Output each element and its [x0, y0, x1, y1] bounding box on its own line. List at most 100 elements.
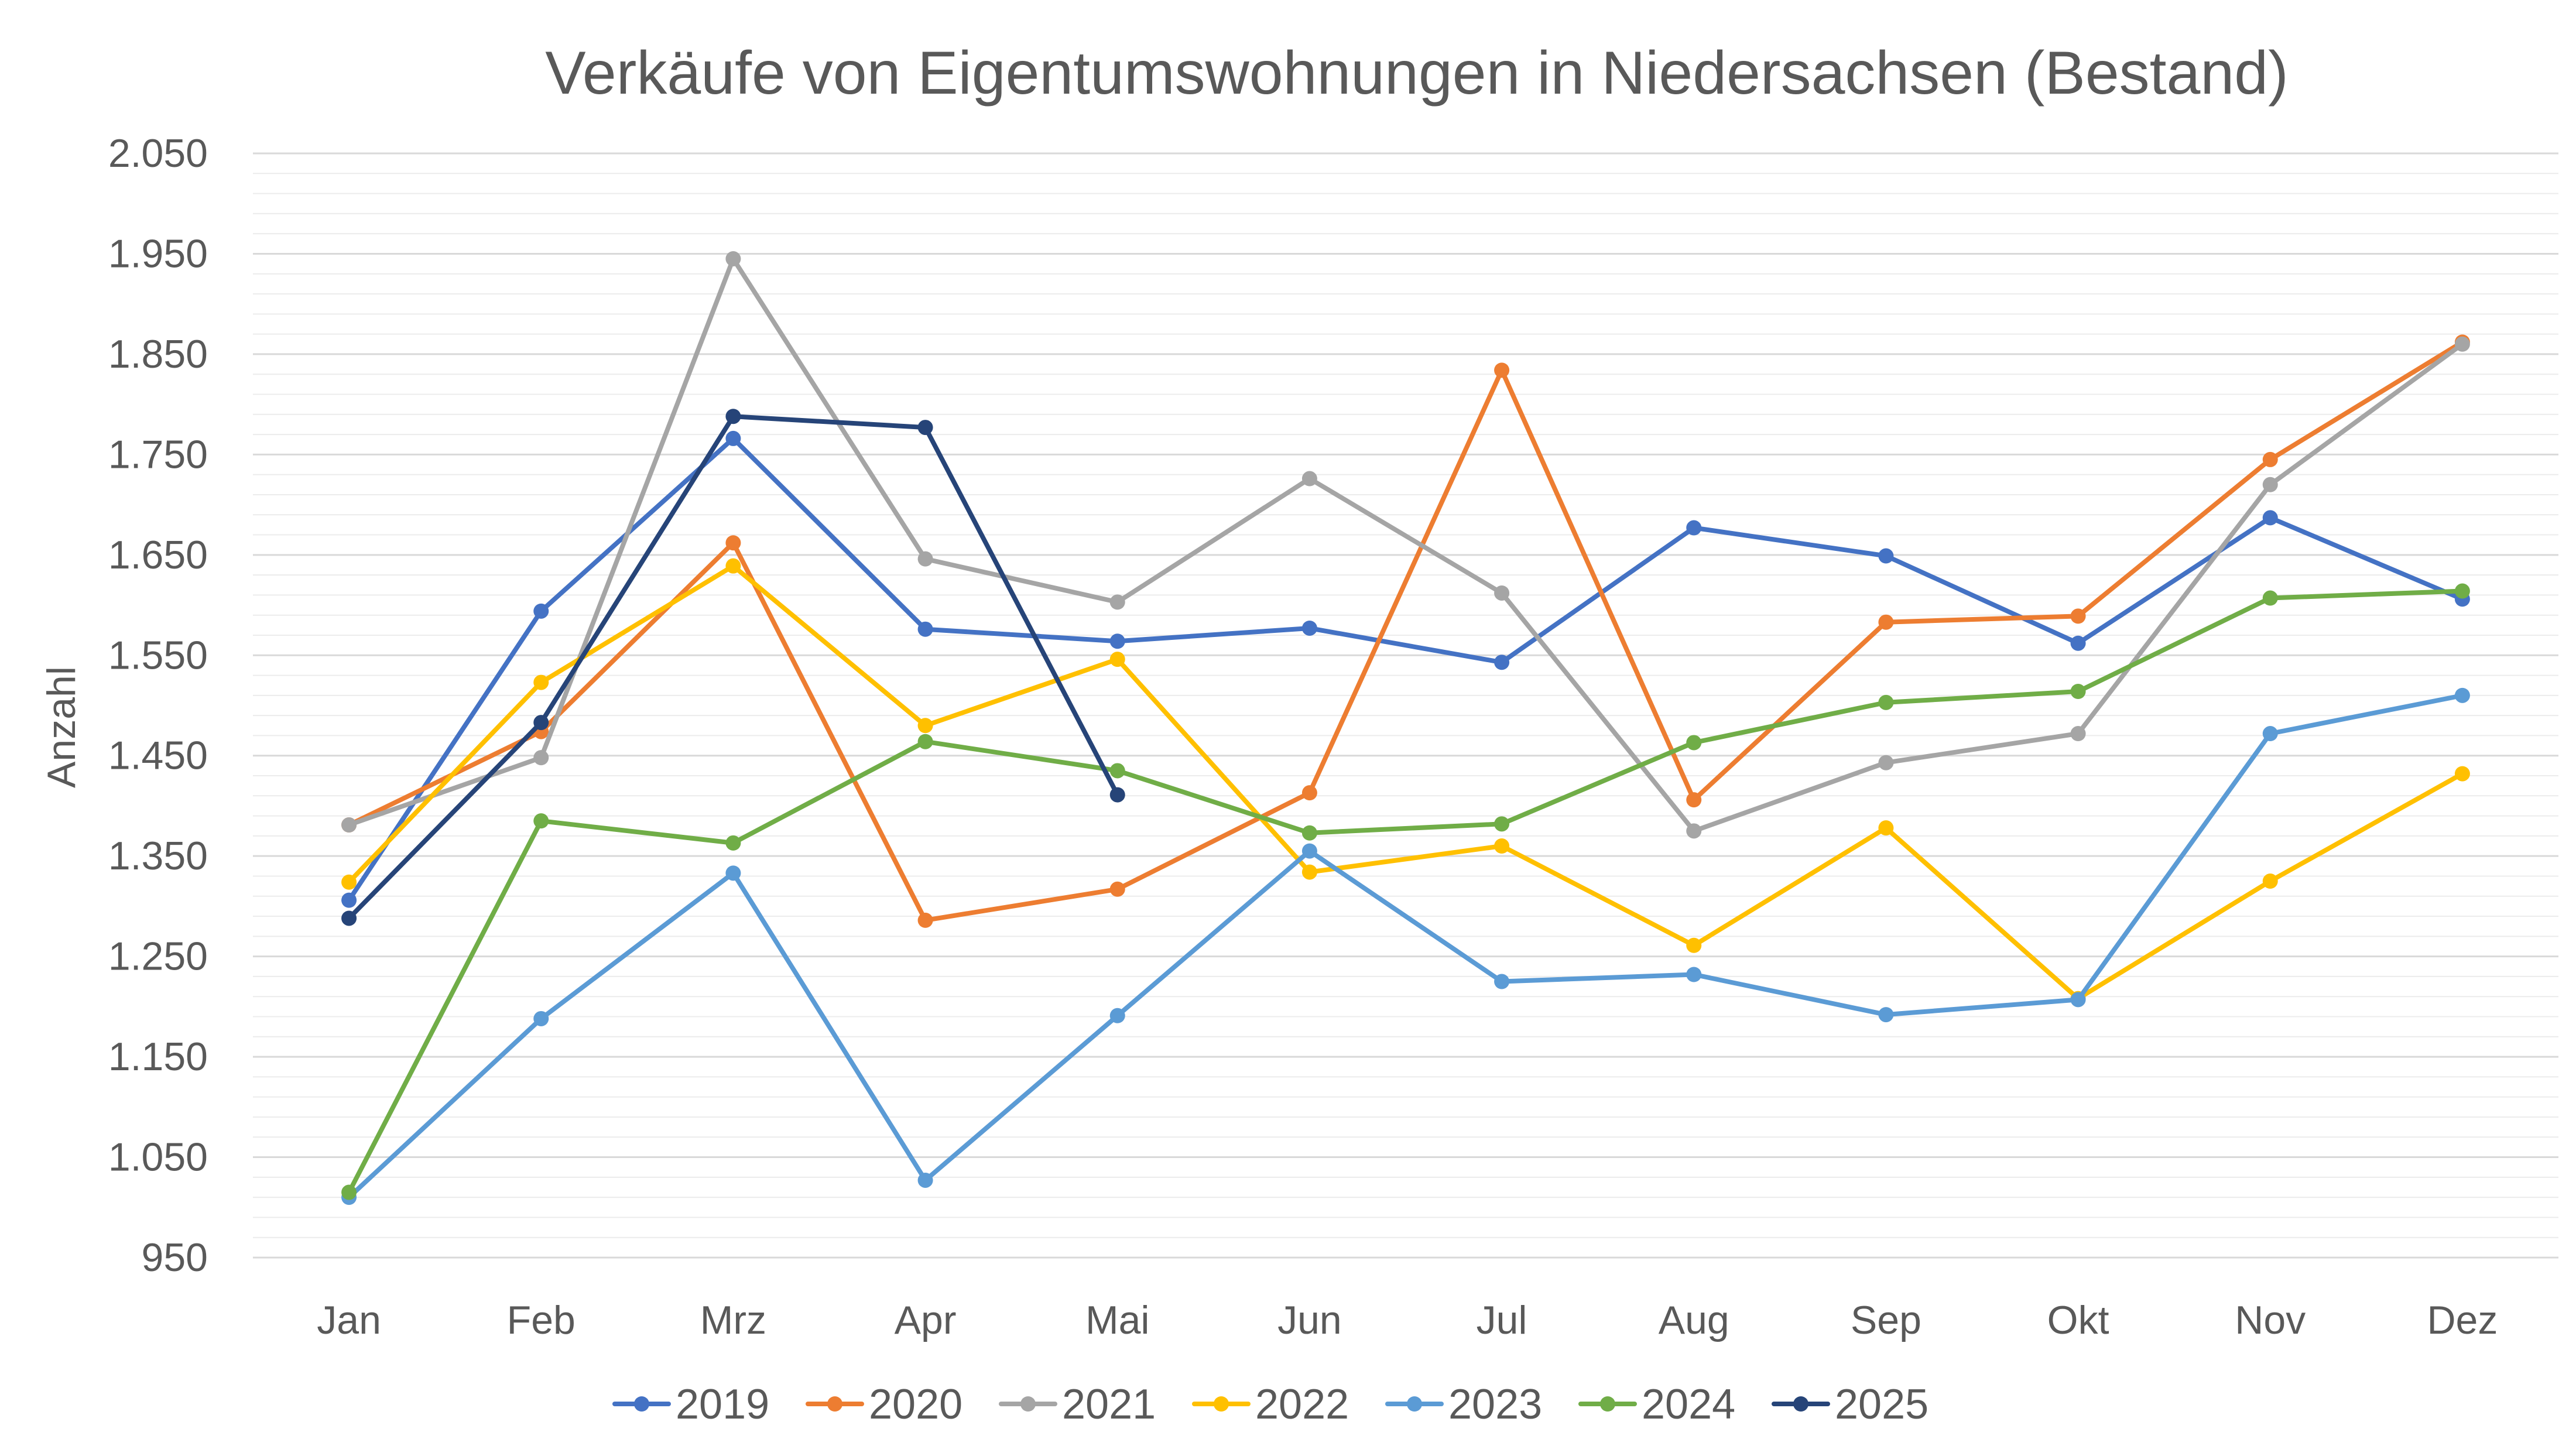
data-point [2262, 451, 2278, 467]
data-point [341, 910, 357, 926]
x-tick-label: Feb [507, 1298, 576, 1342]
x-tick-label: Okt [2047, 1298, 2109, 1342]
data-point [1494, 655, 1510, 670]
data-point [917, 718, 933, 734]
data-point [1494, 585, 1510, 601]
data-point [1878, 820, 1894, 836]
series-2024 [341, 583, 2470, 1200]
data-point [1301, 471, 1317, 487]
data-point [2262, 510, 2278, 526]
legend-item-2022: 2022 [1192, 1381, 1349, 1428]
data-point [1878, 614, 1894, 630]
series-2023 [341, 687, 2470, 1205]
data-point [2070, 608, 2086, 624]
series-lines [341, 251, 2470, 1205]
data-point [2454, 583, 2470, 599]
legend-item-2023: 2023 [1385, 1381, 1542, 1428]
data-point [2454, 766, 2470, 782]
legend-label: 2022 [1255, 1381, 1349, 1428]
data-point [725, 251, 741, 267]
series-line [347, 588, 2465, 1195]
data-point [917, 551, 933, 567]
data-point [341, 1184, 357, 1200]
data-point [1109, 763, 1125, 779]
legend-marker [634, 1396, 649, 1412]
legend-item-2021: 2021 [999, 1381, 1156, 1428]
data-point [725, 558, 741, 574]
legend-label: 2021 [1062, 1381, 1156, 1428]
data-point [917, 912, 933, 928]
data-point [533, 813, 549, 829]
x-tick-label: Mai [1085, 1298, 1150, 1342]
data-point [725, 835, 741, 851]
data-point [1686, 792, 1702, 808]
legend-label: 2019 [676, 1381, 769, 1428]
series-2021 [341, 251, 2470, 839]
data-point [1301, 825, 1317, 841]
data-point [1494, 816, 1510, 832]
data-point [1878, 755, 1894, 770]
data-point [2262, 873, 2278, 889]
legend-marker [1793, 1396, 1808, 1412]
data-point [917, 420, 933, 436]
data-point [1878, 548, 1894, 564]
legend-item-2020: 2020 [806, 1381, 962, 1428]
data-point [1301, 864, 1317, 880]
data-point [1878, 1007, 1894, 1023]
gridlines [253, 152, 2558, 1259]
data-point [1686, 937, 1702, 953]
data-point [917, 621, 933, 637]
chart-title: Verkäufe von Eigentumswohnungen in Niede… [545, 39, 2288, 107]
legend-label: 2025 [1835, 1381, 1928, 1428]
data-point [1494, 974, 1510, 989]
x-tick-label: Sep [1851, 1298, 1921, 1342]
data-point [341, 817, 357, 833]
x-tick-label: Mrz [700, 1298, 766, 1342]
x-tick-label: Jun [1277, 1298, 1342, 1342]
data-point [1686, 823, 1702, 839]
data-point [2070, 992, 2086, 1008]
data-point [1109, 652, 1125, 667]
legend-marker [1020, 1396, 1036, 1412]
x-tick-label: Dez [2427, 1298, 2498, 1342]
legend-marker [827, 1396, 842, 1412]
series-line [347, 693, 2465, 1200]
data-point [533, 715, 549, 731]
y-tick-label: 1.250 [108, 934, 208, 979]
legend-marker [1600, 1396, 1615, 1412]
series-line [347, 563, 2465, 1001]
legend-marker [1407, 1396, 1422, 1412]
x-tick-label: Apr [895, 1298, 957, 1342]
y-tick-label: 1.750 [108, 432, 208, 477]
data-point [1494, 362, 1510, 378]
legend: 2019 2020 2021 2022 2023 2024 2025 [612, 1381, 1928, 1428]
x-axis-ticks: Jan Feb Mrz Apr Mai Jun Jul Aug Sep Okt Nov Dez [317, 1298, 2498, 1342]
y-tick-label: 1.050 [108, 1135, 208, 1180]
data-point [1878, 694, 1894, 710]
y-tick-label: 1.150 [108, 1034, 208, 1079]
data-point [1686, 735, 1702, 751]
x-tick-label: Nov [2235, 1298, 2306, 1342]
data-point [2262, 726, 2278, 742]
y-tick-label: 1.450 [108, 734, 208, 778]
y-tick-label: 2.050 [108, 131, 208, 176]
data-point [1109, 633, 1125, 649]
series-2025 [341, 409, 1125, 926]
x-tick-label: Jul [1477, 1298, 1527, 1342]
data-point [533, 603, 549, 619]
series-2020 [341, 334, 2470, 928]
series-line [347, 436, 2465, 903]
data-point [1301, 785, 1317, 801]
data-point [2262, 590, 2278, 606]
legend-label: 2023 [1448, 1381, 1542, 1428]
data-point [1301, 843, 1317, 859]
y-tick-label: 1.950 [108, 231, 208, 276]
y-tick-label: 1.350 [108, 834, 208, 878]
data-point [725, 865, 741, 881]
data-point [725, 535, 741, 551]
y-tick-label: 1.650 [108, 533, 208, 577]
data-point [917, 1172, 933, 1188]
y-tick-label: 950 [142, 1235, 208, 1280]
data-point [725, 430, 741, 446]
